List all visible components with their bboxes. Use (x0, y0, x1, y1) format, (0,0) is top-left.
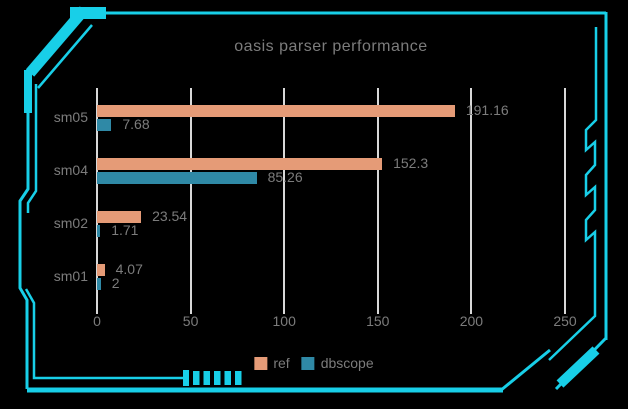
frame-right-inner-sawtooth (548, 27, 598, 361)
category-label: sm04 (53, 161, 88, 178)
legend: ref dbscope (254, 355, 374, 371)
legend-swatch-dbscope (301, 356, 315, 370)
value-label: 23.54 (152, 208, 188, 224)
category-label: sm05 (53, 108, 88, 125)
chart-title: oasis parser performance (234, 38, 428, 55)
frame-topleft-inner-diagonal (37, 24, 93, 89)
category-label: sm01 (53, 267, 88, 284)
legend-label-ref: ref (273, 355, 290, 371)
x-tick-label: 150 (366, 313, 390, 329)
x-tick-label: 0 (93, 313, 101, 329)
x-axis-tick (96, 307, 98, 314)
gridline (470, 88, 473, 307)
bar-ref (97, 210, 142, 223)
x-axis-tick (470, 307, 473, 314)
gridline (283, 88, 286, 307)
value-label: 191.16 (465, 102, 509, 118)
x-tick-label: 200 (459, 313, 484, 329)
frame-left-inner-line (26, 84, 38, 213)
frame-top-block (70, 7, 106, 19)
gridline (189, 88, 192, 307)
bar-dbscope (97, 118, 112, 131)
frame-comb-endcap (183, 370, 189, 386)
gridline (96, 88, 98, 307)
value-label: 7.68 (122, 116, 150, 132)
value-label: 4.07 (115, 261, 143, 277)
x-axis-tick (189, 307, 192, 314)
bar-ref (97, 263, 105, 276)
frame-topleft-thick-diagonal (25, 6, 89, 77)
x-axis-tick (283, 307, 286, 314)
x-tick-label: 250 (553, 313, 577, 329)
x-tick-label: 100 (272, 313, 296, 329)
legend-label-dbscope: dbscope (320, 355, 374, 371)
frame-left-outer-line (18, 110, 30, 389)
x-axis-tick (564, 307, 566, 314)
frame-comb-teeth (193, 371, 242, 385)
frame-bottomright-inner-diagonal (499, 348, 551, 393)
category-label: sm02 (53, 214, 88, 231)
x-tick-label: 50 (182, 313, 199, 329)
bar-ref (97, 157, 383, 170)
bar-dbscope (97, 171, 257, 184)
bar-ref (97, 104, 455, 117)
bar-dbscope (97, 224, 101, 237)
x-axis-tick (376, 307, 379, 314)
frame-bottomright-thick-diagonal (556, 346, 600, 388)
legend-swatch-ref (254, 356, 268, 370)
value-label: 152.3 (393, 155, 429, 171)
gridline (564, 88, 566, 307)
legend-entry-dbscope: dbscope (301, 355, 374, 371)
value-label: 2 (111, 275, 120, 291)
legend-entry-ref: ref (254, 355, 290, 371)
value-label: 1.71 (111, 222, 139, 238)
frame-inner-bottom-line (24, 288, 184, 380)
gridline (376, 88, 379, 307)
value-label: 85.26 (267, 169, 303, 185)
bar-dbscope (97, 277, 101, 290)
